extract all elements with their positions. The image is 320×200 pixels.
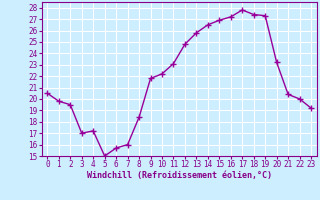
X-axis label: Windchill (Refroidissement éolien,°C): Windchill (Refroidissement éolien,°C) xyxy=(87,171,272,180)
